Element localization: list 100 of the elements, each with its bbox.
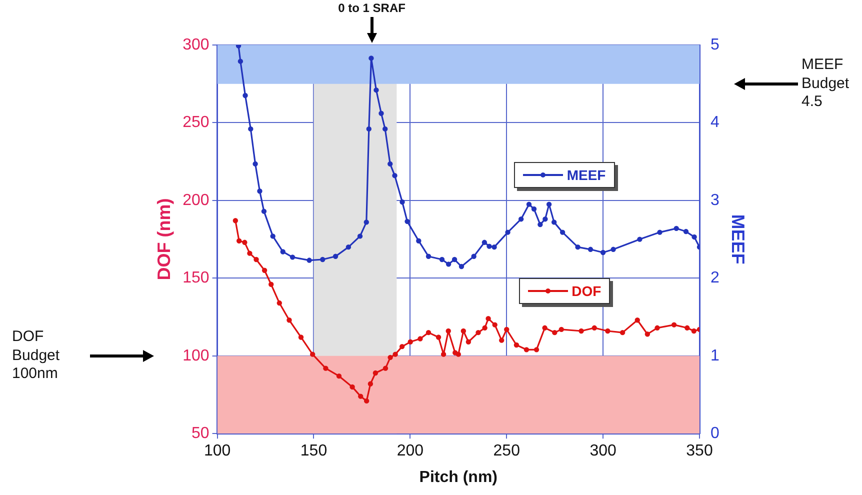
point xyxy=(657,230,662,235)
point xyxy=(460,328,466,334)
point xyxy=(418,336,423,342)
point xyxy=(552,330,558,336)
point xyxy=(446,262,452,267)
point xyxy=(575,244,580,250)
point xyxy=(466,339,472,344)
text: DOF Budget 100nm xyxy=(12,328,61,384)
point xyxy=(452,350,458,356)
point xyxy=(366,126,372,132)
point xyxy=(306,258,312,263)
legend-label: DOF xyxy=(572,283,602,300)
point xyxy=(242,92,248,98)
x-axis-title: Pitch (nm) xyxy=(419,468,498,486)
point xyxy=(620,330,626,336)
point xyxy=(254,256,259,262)
y2-axis-title: MEEF xyxy=(728,214,748,264)
point xyxy=(499,338,504,343)
legend-label: MEEF xyxy=(566,166,606,183)
x-tick-label: 100 xyxy=(204,442,231,460)
point xyxy=(691,328,697,334)
point xyxy=(504,326,510,332)
point xyxy=(518,216,524,222)
y-tick-label: 200 xyxy=(182,192,210,209)
point xyxy=(232,218,238,224)
point xyxy=(452,256,458,262)
point xyxy=(298,334,304,340)
point xyxy=(538,222,543,228)
point xyxy=(416,238,422,244)
point xyxy=(524,347,530,352)
point xyxy=(358,394,364,399)
x-tick-label: 150 xyxy=(300,442,328,460)
point xyxy=(388,354,393,360)
point xyxy=(248,126,254,132)
point xyxy=(671,322,677,328)
point xyxy=(357,234,363,239)
point xyxy=(368,56,374,61)
point xyxy=(560,230,566,235)
point xyxy=(261,208,267,214)
point xyxy=(404,218,410,224)
point xyxy=(482,325,488,330)
point xyxy=(320,256,326,262)
y-tick-label: 300 xyxy=(182,36,210,54)
point xyxy=(257,188,262,194)
point xyxy=(382,126,388,132)
point xyxy=(486,244,492,249)
point xyxy=(439,256,445,262)
point xyxy=(486,316,491,322)
point xyxy=(600,250,606,256)
y-tick-label: 100 xyxy=(182,347,210,364)
point xyxy=(644,332,650,337)
point xyxy=(471,254,476,259)
point xyxy=(382,366,388,371)
point xyxy=(372,370,378,376)
x-tick-label: 300 xyxy=(590,442,617,460)
point xyxy=(674,226,679,232)
y2-tick-label: 2 xyxy=(710,270,720,287)
y2-tick-label: 5 xyxy=(710,36,720,54)
y-axis-title: DOF (nm) xyxy=(154,198,174,280)
point xyxy=(242,240,248,246)
point xyxy=(482,240,488,246)
point xyxy=(578,328,584,334)
point xyxy=(262,268,268,273)
point xyxy=(392,172,398,178)
point xyxy=(588,246,594,252)
point xyxy=(505,230,510,235)
point xyxy=(364,398,370,404)
point xyxy=(346,244,352,250)
annotation: 0 to 1 SRAF xyxy=(338,1,406,15)
point xyxy=(592,325,597,330)
y-tick-label: 50 xyxy=(192,425,210,442)
point xyxy=(558,326,564,332)
point xyxy=(290,254,296,260)
x-tick-label: 250 xyxy=(493,442,520,460)
x-tick-label: 350 xyxy=(686,442,713,460)
point xyxy=(526,202,532,207)
point xyxy=(534,347,540,352)
y2-tick-label: 0 xyxy=(710,425,720,442)
point xyxy=(551,220,557,225)
point xyxy=(546,202,552,207)
point xyxy=(426,254,432,259)
y-tick-label: 250 xyxy=(182,114,210,132)
point xyxy=(446,328,451,334)
y2-tick-label: 3 xyxy=(710,192,720,209)
point xyxy=(336,373,342,379)
point xyxy=(456,352,461,357)
point xyxy=(476,330,481,336)
point xyxy=(440,352,446,357)
point xyxy=(654,325,660,330)
point xyxy=(458,264,464,270)
point xyxy=(400,199,405,205)
point xyxy=(374,87,379,93)
text: MEEF Budget 4.5 xyxy=(802,56,850,112)
point xyxy=(310,352,316,357)
point xyxy=(605,328,610,334)
point xyxy=(350,384,355,390)
y2-tick-label: 4 xyxy=(710,114,720,132)
point xyxy=(492,322,498,328)
point xyxy=(268,282,274,287)
point xyxy=(280,249,286,254)
